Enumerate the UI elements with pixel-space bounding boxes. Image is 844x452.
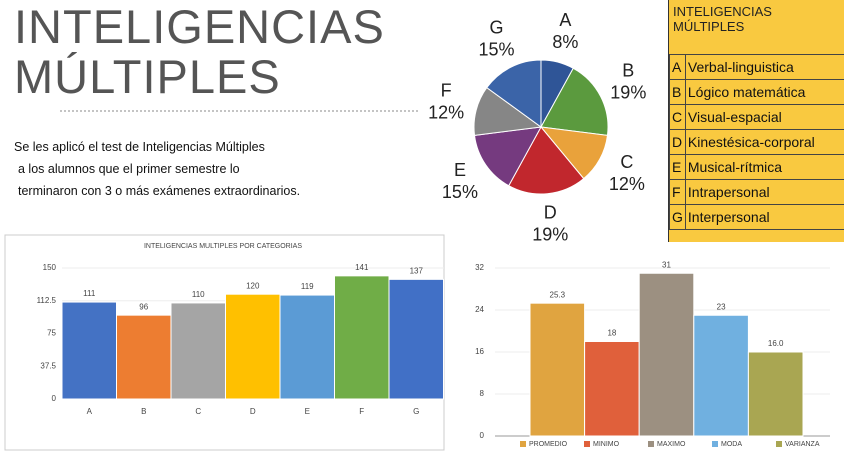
x-tick-label: B [141,407,146,416]
table-title: INTELIGENCIAS MÚLTIPLES [673,4,772,34]
data-label: 137 [410,266,424,275]
data-label: 120 [246,281,260,290]
legend-swatch [584,441,590,447]
legend-label: VARIANZA [785,441,820,448]
bar [638,272,695,437]
pie-slice [486,59,542,128]
data-label: 141 [355,263,369,272]
bar [584,341,640,437]
legend-swatch [648,441,654,447]
slice-category: D [544,202,557,222]
y-tick-label: 112.5 [37,296,57,305]
table-row: G Interpersonal [669,204,844,230]
legend-swatch [520,441,526,447]
bar [61,301,117,400]
bar [388,278,444,400]
y-tick-label: 16 [475,347,484,356]
data-label: 110 [192,290,205,299]
x-tick-label: G [413,407,419,416]
bar [225,293,281,400]
table-row: F Intrapersonal [669,179,844,205]
slice-category: A [559,10,571,30]
slice-label: 19% [532,224,568,244]
text-line: Se les aplicó el test de Inteligencias M… [14,140,265,154]
pie-slice [540,67,609,136]
x-tick-label: C [195,407,201,416]
data-label: 25.3 [550,290,566,299]
x-tick-label: A [87,407,93,416]
bar [334,275,390,400]
table-row: C Visual-espacial [669,104,844,130]
table-cell: Kinestésica-corporal [684,129,844,155]
bar [170,302,226,400]
slice-label: 15% [478,39,514,59]
slice-category: F [441,80,452,100]
data-label: 119 [301,282,314,291]
legend-swatch [776,441,782,447]
slice-category: C [620,152,633,172]
x-tick-label: D [250,407,256,416]
y-tick-label: 0 [480,431,485,440]
table-cell: Intrapersonal [684,179,844,205]
y-tick-label: 150 [43,263,57,272]
legend-label: MINIMO [593,441,620,448]
text-line: terminaron con 3 o más exámenes extraord… [18,184,301,198]
table-cell: Lógico matemática [684,79,844,105]
x-tick-label: E [305,407,310,416]
text-line: a los alumnos que el primer semestre lo [18,162,240,176]
data-label: 16.0 [768,339,784,348]
bar [747,351,804,437]
legend-label: MAXIMO [657,441,686,448]
y-tick-label: 32 [475,263,484,272]
slice-category: G [490,17,504,37]
data-label: 31 [662,260,671,269]
chart-title: INTELIGENCIAS MULTIPLES POR CATEGORIAS [144,243,302,250]
table-row: E Musical-rítmica [669,154,844,180]
bar [116,314,172,400]
y-tick-label: 37.5 [40,361,56,370]
bar [529,302,586,437]
slice-label: 8% [552,32,578,52]
data-label: 23 [717,302,726,311]
table-cell: Visual-espacial [684,104,844,130]
slice-category: B [622,60,634,80]
slice-label: 19% [610,82,646,102]
bar [693,314,749,437]
page-title: INTELIGENCIAS MÚLTIPLES [14,0,385,103]
slice-label: 15% [442,182,478,202]
bar [279,294,335,400]
table-row: D Kinestésica-corporal [669,129,844,155]
table: A Verbal-linguistica B Lógico matemática C Vi… [669,54,844,230]
y-tick-label: 75 [47,329,56,338]
data-label: 18 [607,329,616,338]
slice-category: E [454,160,466,180]
table-row: B Lógico matemática [669,79,844,105]
table-cell: Musical-rítmica [684,154,844,180]
x-tick-label: F [359,407,364,416]
legend-table: INTELIGENCIAS MÚLTIPLES A Verbal-linguist… [668,0,844,242]
data-label: 96 [139,302,148,311]
legend-label: MODA [721,441,742,448]
y-tick-label: 24 [475,305,484,314]
description: Se les aplicó el test de Inteligencias M… [14,136,300,202]
table-cell: G [669,204,686,230]
pie-slice [508,126,585,195]
legend-swatch [712,441,718,447]
data-label: 111 [83,289,96,298]
slice-label: 12% [609,174,645,194]
legend-label: PROMEDIO [529,441,568,448]
pie-slice [473,126,542,187]
slice-label: 12% [428,102,464,122]
y-tick-label: 8 [480,389,485,398]
table-cell: Interpersonal [684,204,844,230]
y-tick-label: 0 [52,394,57,403]
